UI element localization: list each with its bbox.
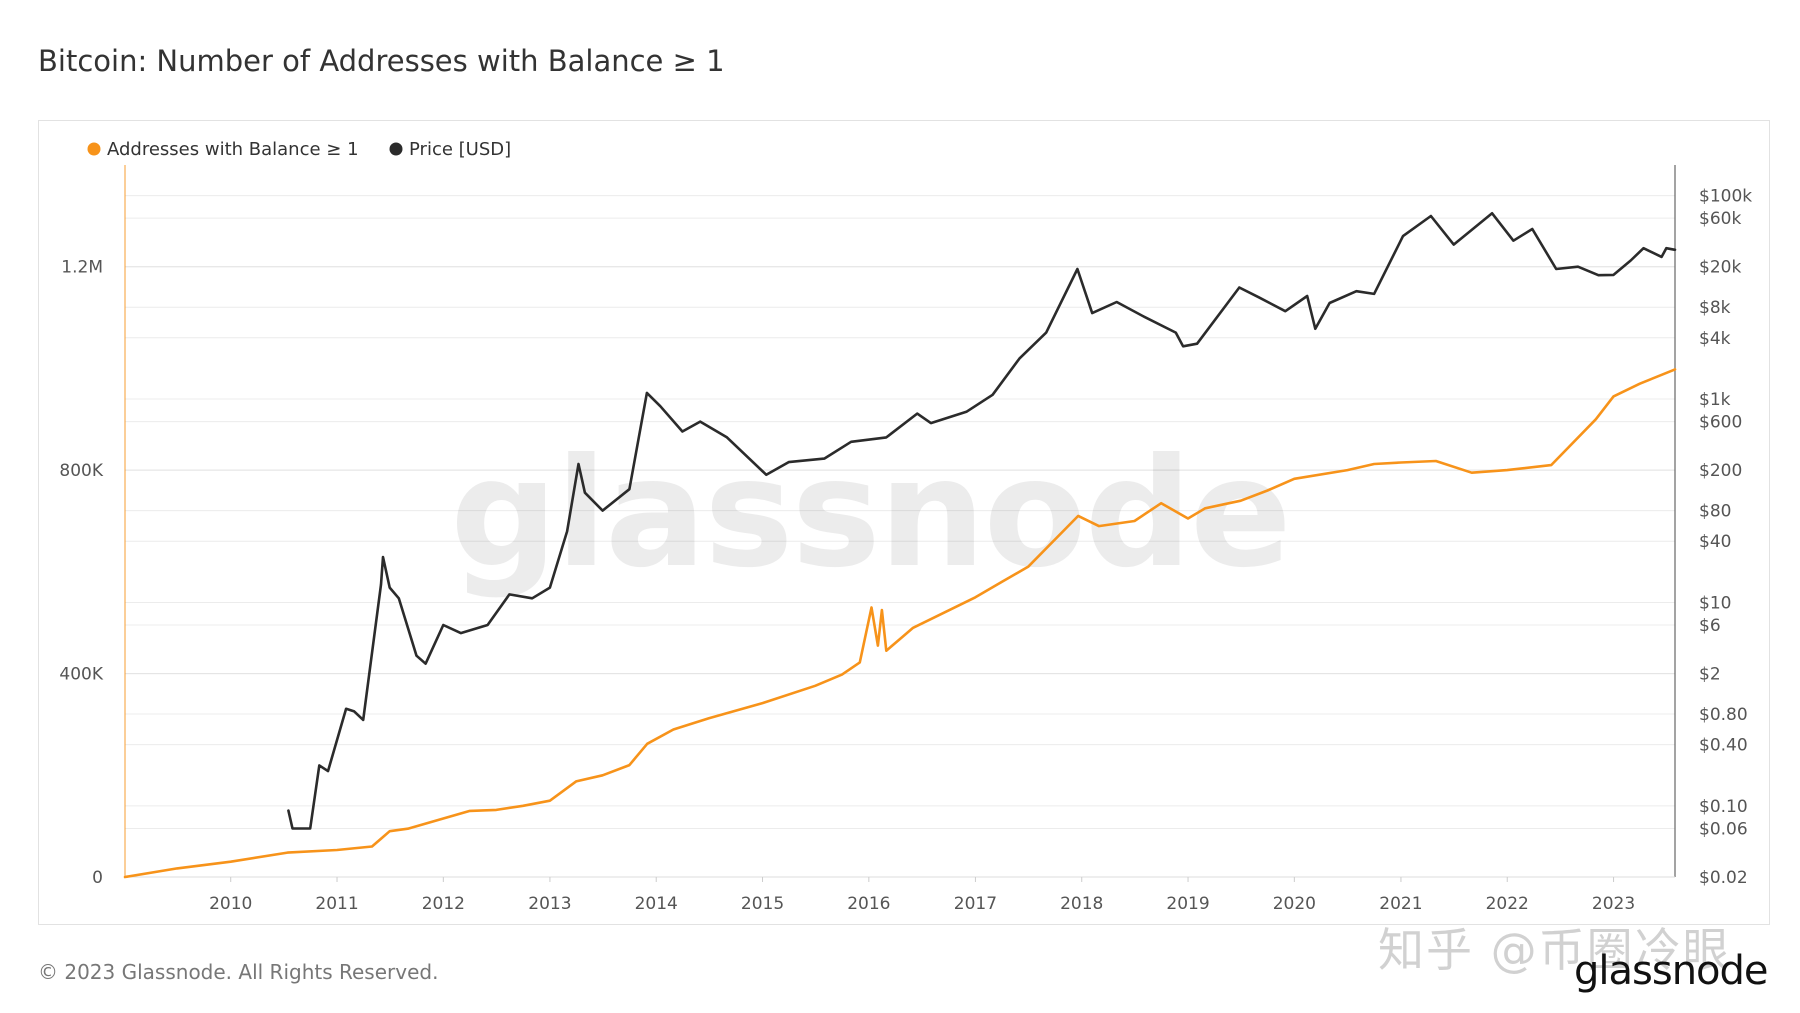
y-left-tick-label: 1.2M: [61, 258, 103, 278]
x-tick-label: 2012: [422, 894, 465, 914]
legend-marker-price: [389, 142, 403, 156]
y-right-tick-label: $100k: [1699, 187, 1752, 207]
chart-frame: [38, 120, 1770, 925]
legend-marker-addresses: [87, 142, 101, 156]
y-right-tick-label: $0.40: [1699, 736, 1748, 756]
x-tick-label: 2014: [635, 894, 678, 914]
y-right-tick-label: $8k: [1699, 298, 1731, 318]
x-tick-label: 2017: [954, 894, 997, 914]
copyright-text: © 2023 Glassnode. All Rights Reserved.: [38, 960, 439, 984]
x-tick-label: 2022: [1486, 894, 1529, 914]
legend-label: Price [USD]: [409, 139, 511, 160]
x-tick-label: 2018: [1060, 894, 1103, 914]
y-right-tick-label: $40: [1699, 532, 1731, 552]
y-right-tick-label: $600: [1699, 413, 1742, 433]
y-right-tick-label: $200: [1699, 461, 1742, 481]
background-watermark: glassnode: [450, 427, 1290, 601]
x-tick-label: 2013: [528, 894, 571, 914]
x-tick-label: 2011: [315, 894, 358, 914]
y-left-tick-label: 400K: [59, 665, 103, 685]
y-right-tick-label: $2: [1699, 665, 1721, 685]
y-right-tick-label: $10: [1699, 593, 1731, 613]
y-right-tick-label: $6: [1699, 616, 1721, 636]
legend-label: Addresses with Balance ≥ 1: [107, 139, 359, 160]
x-tick-label: 2016: [847, 894, 890, 914]
y-right-tick-label: $0.80: [1699, 705, 1748, 725]
x-tick-label: 2021: [1379, 894, 1422, 914]
x-tick-label: 2015: [741, 894, 784, 914]
y-left-tick-label: 0: [92, 868, 103, 888]
addresses-series-line: [123, 368, 1677, 879]
y-right-tick-label: $4k: [1699, 329, 1731, 349]
glassnode-logo: glassnode: [1574, 948, 1769, 994]
y-right-tick-label: $60k: [1699, 209, 1741, 229]
overlay-watermark: 知乎 @币圈冷眼: [1378, 923, 1731, 977]
y-left-tick-label: 800K: [59, 461, 103, 481]
x-tick-label: 2020: [1273, 894, 1316, 914]
y-right-tick-label: $20k: [1699, 258, 1741, 278]
y-right-tick-label: $80: [1699, 502, 1731, 522]
x-tick-label: 2010: [209, 894, 252, 914]
y-right-tick-label: $0.02: [1699, 868, 1748, 888]
price-series-line: [287, 212, 1677, 830]
y-right-tick-label: $0.10: [1699, 797, 1748, 817]
x-tick-label: 2023: [1592, 894, 1635, 914]
y-right-tick-label: $0.06: [1699, 819, 1748, 839]
chart-title: Bitcoin: Number of Addresses with Balanc…: [38, 44, 725, 78]
x-tick-label: 2019: [1166, 894, 1209, 914]
y-right-tick-label: $1k: [1699, 390, 1731, 410]
